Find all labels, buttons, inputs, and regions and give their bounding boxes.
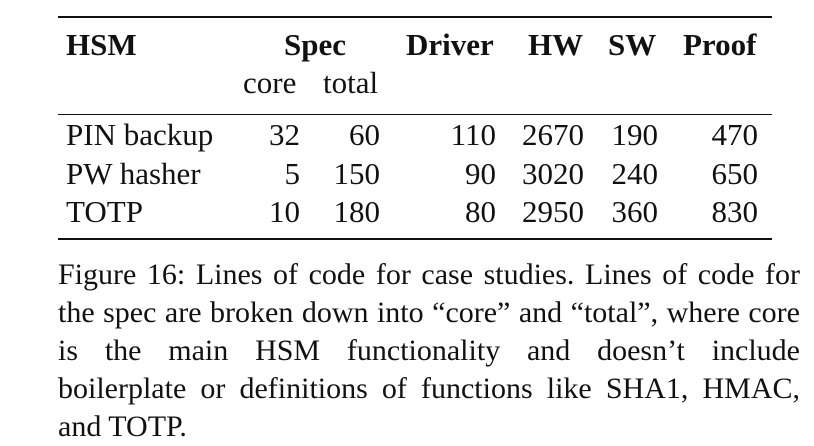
row-driver: 80 <box>465 194 496 229</box>
row-driver: 90 <box>465 156 496 191</box>
row-proof: 650 <box>711 156 759 191</box>
row-total: 180 <box>333 194 381 229</box>
row-core: 10 <box>269 194 300 229</box>
header-hsm: HSM <box>66 27 137 62</box>
row-total: 60 <box>349 117 380 152</box>
row-sw: 360 <box>611 194 659 229</box>
row-hw: 2670 <box>522 117 584 152</box>
row-proof: 830 <box>711 194 759 229</box>
row-proof: 470 <box>711 117 759 152</box>
row-hw: 2950 <box>522 194 584 229</box>
row-core: 32 <box>269 117 300 152</box>
subheader-core: core <box>243 65 297 100</box>
header-driver: Driver <box>406 27 494 62</box>
table-mid-rule <box>58 114 772 116</box>
row-core: 5 <box>284 156 301 191</box>
figure-caption: Figure 16: Lines of code for case studie… <box>58 258 800 443</box>
header-sw: SW <box>608 27 657 62</box>
row-name: PIN backup <box>66 117 214 152</box>
row-name: PW hasher <box>66 156 201 191</box>
header-spec: Spec <box>284 27 346 62</box>
table-bottom-rule <box>58 238 772 240</box>
header-proof: Proof <box>683 27 757 62</box>
row-name: TOTP <box>66 194 143 229</box>
row-hw: 3020 <box>522 156 584 191</box>
row-sw: 240 <box>611 156 659 191</box>
header-hw: HW <box>528 27 584 62</box>
row-driver: 110 <box>450 117 496 152</box>
row-total: 150 <box>333 156 381 191</box>
row-sw: 190 <box>611 117 659 152</box>
table-top-rule <box>58 16 772 18</box>
subheader-total: total <box>323 65 379 100</box>
